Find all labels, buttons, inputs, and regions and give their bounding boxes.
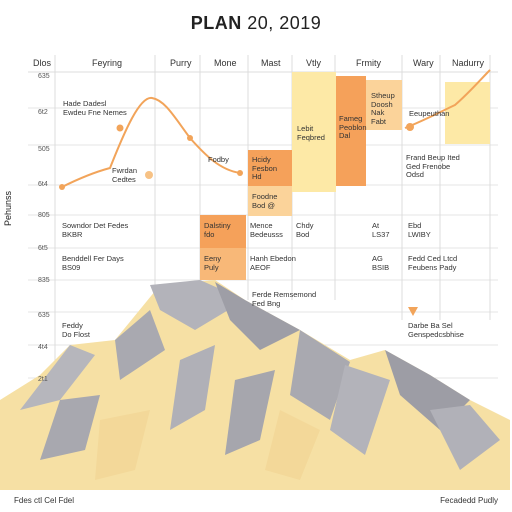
y-tick-label: 6t2 <box>38 109 48 116</box>
annotation: At LS37 <box>372 221 390 239</box>
mountain-range <box>0 280 510 490</box>
marker-triangle <box>408 307 418 316</box>
column-header: Frmity <box>356 58 381 68</box>
annotation: Hade Dadesl Ewdeu Fne Nemes <box>63 99 127 117</box>
side-axis-label: Pehunss <box>3 190 13 226</box>
marker-point <box>59 184 65 190</box>
y-tick-label: 4t4 <box>38 344 48 351</box>
block-frmity-light <box>366 80 402 130</box>
annotation: Frand Beup Ited Ged Frenobe Odsd <box>406 153 460 180</box>
marker-point <box>406 123 414 131</box>
block-mast <box>248 150 292 186</box>
annotation: Ebd LWIBY <box>408 221 431 239</box>
annotation: Benddell Fer Days BS09 <box>62 254 124 272</box>
block-nadurry <box>445 82 490 144</box>
annotation: Stheup Doosh Nak Fabt <box>371 91 395 126</box>
annotation: Ferde Remsemond Fed Bng <box>252 290 317 308</box>
annotation: Mence Bedeusss <box>250 221 283 239</box>
block-mone-2 <box>200 248 246 280</box>
annotation: Fodby <box>208 155 229 164</box>
annotation: Sowndor Det Fedes BKBR <box>62 221 129 239</box>
column-header: Dlos <box>33 58 52 68</box>
y-tick-label: 835 <box>38 277 50 284</box>
annotation: Fwrdan Cedtes <box>112 166 138 184</box>
marker-point <box>116 124 124 132</box>
annotation: Dalstiny fdo <box>204 221 231 239</box>
marker-point <box>187 135 193 141</box>
marker-point <box>237 170 243 176</box>
block-vtly-tall <box>292 72 336 192</box>
column-header: Feyring <box>92 58 123 68</box>
annotation: Feddy Do Flost <box>62 321 90 339</box>
column-header: Purry <box>170 58 192 68</box>
marker-point <box>145 171 153 179</box>
annotation: Fameg Peoblon Dal <box>339 114 367 141</box>
annotation: Hcidy Fesbon Hd <box>252 155 278 182</box>
trend-line-left <box>61 97 241 188</box>
annotation: Foodne Bod @ <box>252 192 278 210</box>
annotation: Hanh Ebedon AEOF <box>250 254 296 272</box>
annotation: Lebit Feqbred <box>297 124 325 142</box>
column-header: Nadurry <box>452 58 485 68</box>
column-header: Vtly <box>306 58 322 68</box>
y-tick-label: 635 <box>38 73 50 80</box>
trend-line-right <box>404 69 491 129</box>
y-tick-label: 505 <box>38 146 50 153</box>
y-tick-label: 6t4 <box>38 181 48 188</box>
block-mast-light <box>248 186 292 216</box>
y-tick-label: 6t5 <box>38 245 48 252</box>
highlight-blocks <box>200 72 490 280</box>
column-header: Mone <box>214 58 237 68</box>
y-tick-label: 2t1 <box>38 376 48 383</box>
column-header: Mast <box>261 58 281 68</box>
annotation: Eeupeuthan <box>409 109 450 118</box>
annotation: Eeny Puly <box>204 254 222 272</box>
annotation: Chdy Bod <box>296 221 314 239</box>
column-header: Wary <box>413 58 434 68</box>
annotation: Fedd Ced Ltcd Feubens Pady <box>408 254 458 272</box>
block-mone <box>200 215 246 249</box>
y-tick-label: 805 <box>38 212 50 219</box>
block-frmity <box>336 76 366 186</box>
y-tick-label: 635 <box>38 312 50 319</box>
annotation: Darbe Ba Sel Genspedcsbhise <box>408 321 464 339</box>
footer-left: Fdes ctl Cel Fdel <box>14 496 75 505</box>
annotation: AG BSIB <box>372 254 390 272</box>
footer-right: Fecadedd Pudly <box>440 496 498 505</box>
page-title: PLAN 20, 2019 <box>190 13 322 33</box>
